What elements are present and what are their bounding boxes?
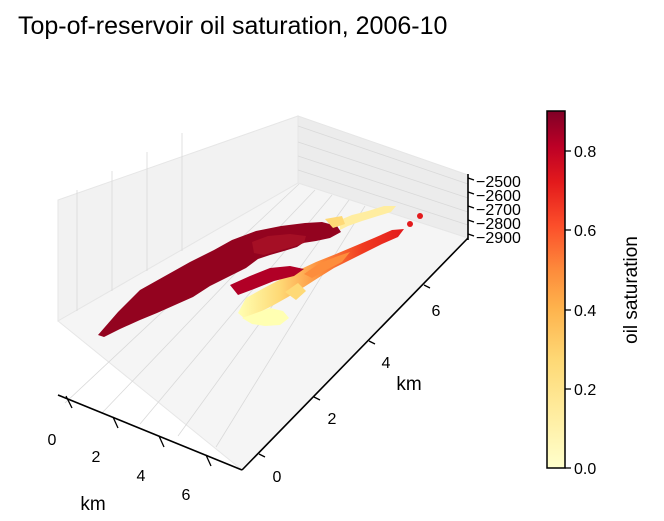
lower-lobe-edge (242, 308, 289, 326)
lower-lobe-region (238, 229, 404, 318)
chart-title: Top-of-reservoir oil saturation, 2006-10 (18, 12, 447, 40)
colorbar-tick-label: 0.2 (574, 382, 596, 399)
mid-orange-patch (304, 252, 350, 278)
z-tick-label: −2500 (476, 174, 521, 191)
secondary-red-streak (230, 266, 304, 295)
z-tick-mark (467, 233, 475, 237)
x-tick-mark (205, 454, 212, 467)
x-axis-line (57, 394, 243, 471)
y-axis-line (241, 237, 469, 471)
z-tick-label: −2600 (476, 188, 521, 205)
x-tick-mark (112, 416, 119, 429)
isolated-cell (407, 221, 413, 227)
z-tick-mark (467, 205, 475, 209)
colorbar-tick-label: 0.0 (574, 461, 596, 478)
x-tick-label: 6 (182, 487, 191, 504)
x-tick-mark (158, 435, 165, 448)
upper-finger-tip (325, 216, 345, 228)
y-tick-label: 4 (382, 355, 391, 372)
z-tick-label: −2800 (476, 216, 521, 233)
saturation-surface (98, 206, 423, 337)
y-tick-mark (423, 284, 431, 289)
y-tick-label: 6 (432, 303, 441, 320)
upper-finger-region (340, 206, 396, 230)
x-tick-label: 2 (92, 449, 101, 466)
isolated-cell (417, 213, 423, 219)
x-tick-label: 4 (137, 468, 146, 485)
x-axis-label: km (80, 494, 105, 515)
y-tick-label: 0 (273, 469, 282, 486)
z-tick-mark (467, 191, 475, 195)
colorbar-label: oil saturation (621, 236, 642, 344)
y-tick-mark (258, 453, 266, 458)
z-tick-mark (467, 177, 475, 181)
colorbar-tick-label: 0.8 (574, 144, 596, 161)
lower-lobe-bend (285, 283, 306, 300)
y-axis: 0 2 4 6 km (241, 237, 469, 486)
colorbar-tick-label: 0.6 (574, 223, 596, 240)
x-tick-label: 0 (48, 432, 57, 449)
main-body-region (98, 222, 341, 337)
y-tick-mark (368, 340, 376, 345)
y-axis-label: km (396, 374, 421, 395)
y-tick-label: 2 (328, 411, 337, 428)
z-tick-mark (467, 219, 475, 223)
z-tick-label: −2900 (476, 230, 521, 247)
x-tick-mark (65, 395, 73, 409)
colorbar: 0.0 0.2 0.4 0.6 0.8 oil saturation (546, 110, 642, 478)
colorbar-gradient (546, 110, 566, 469)
z-axis: −2500 −2600 −2700 −2800 −2900 (467, 174, 521, 247)
colorbar-tick-label: 0.4 (574, 303, 596, 320)
mid-finger-region (252, 234, 306, 255)
y-tick-mark (313, 396, 321, 401)
z-tick-label: −2700 (476, 202, 521, 219)
axes-3d-panes (57, 115, 469, 471)
x-axis: 0 2 4 6 km (48, 394, 243, 515)
